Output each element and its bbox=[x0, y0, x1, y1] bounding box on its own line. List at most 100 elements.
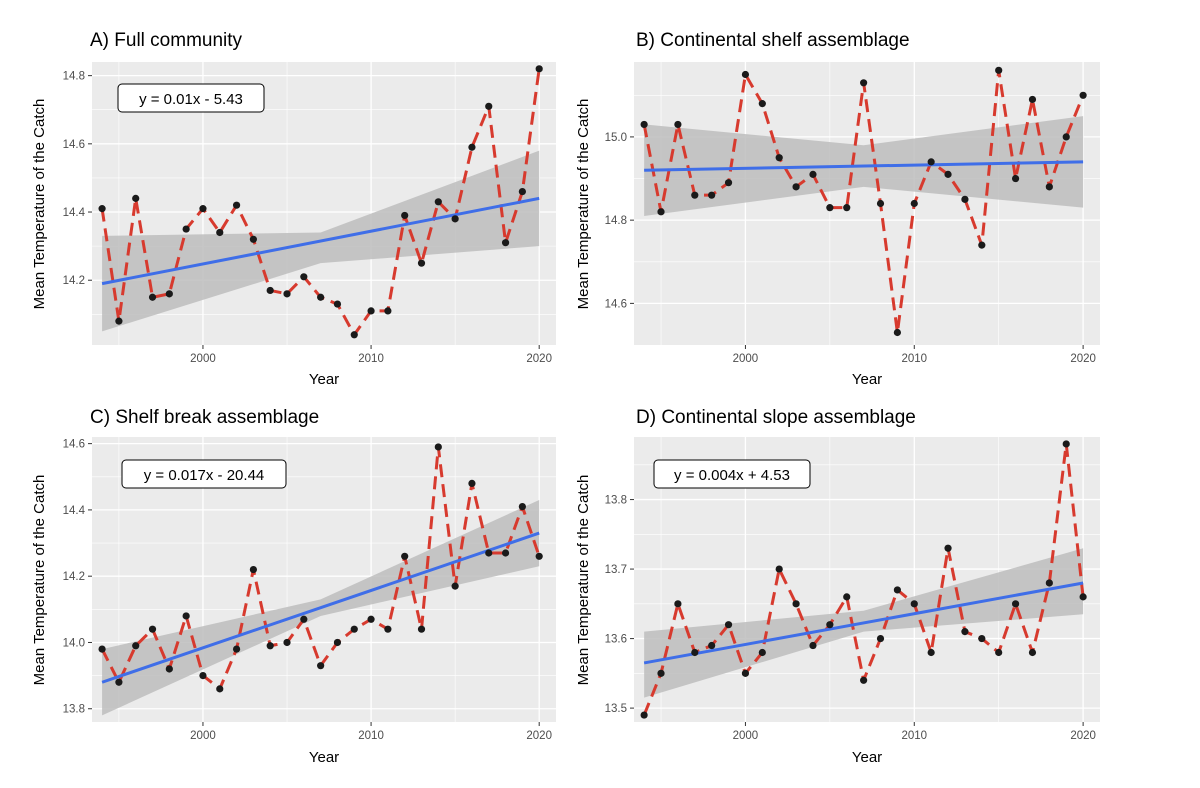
panel-d: D) Continental slope assemblage Year Mea… bbox=[575, 407, 1100, 766]
data-point bbox=[535, 65, 543, 73]
data-point bbox=[367, 307, 375, 315]
y-tick-label: 13.5 bbox=[605, 703, 627, 715]
data-point bbox=[283, 638, 291, 647]
data-point bbox=[927, 648, 935, 657]
data-point bbox=[910, 600, 918, 608]
data-point bbox=[826, 204, 834, 212]
panel-a-equation: y = 0.01x - 5.43 bbox=[139, 91, 243, 108]
data-point bbox=[961, 195, 969, 203]
panel-b-ylabel: Mean Temperature of the Catch bbox=[575, 99, 592, 310]
data-point bbox=[910, 199, 918, 208]
data-point bbox=[775, 154, 783, 162]
data-point bbox=[249, 565, 257, 574]
panel-c-equation: y = 0.017x - 20.44 bbox=[144, 467, 265, 484]
data-point bbox=[132, 642, 140, 650]
panel-d-equation-box: y = 0.004x + 4.53 bbox=[653, 459, 811, 489]
data-point bbox=[434, 443, 442, 451]
panel-c-equation-box: y = 0.017x - 20.44 bbox=[121, 459, 287, 489]
data-point bbox=[708, 191, 716, 199]
data-point bbox=[199, 205, 207, 213]
data-point bbox=[860, 79, 868, 87]
data-point bbox=[434, 198, 442, 206]
x-tick-label: 2000 bbox=[190, 730, 216, 742]
data-point bbox=[724, 179, 733, 187]
y-tick-label: 14.6 bbox=[605, 298, 627, 310]
data-point bbox=[1045, 579, 1053, 587]
data-point bbox=[657, 669, 665, 677]
data-point bbox=[367, 615, 375, 623]
data-point bbox=[1062, 133, 1070, 141]
data-point bbox=[995, 66, 1003, 74]
data-point bbox=[691, 648, 699, 657]
data-point bbox=[741, 669, 750, 677]
data-point bbox=[978, 241, 986, 249]
data-point bbox=[501, 239, 510, 247]
data-point bbox=[758, 100, 766, 108]
y-tick-label: 14.2 bbox=[63, 275, 85, 287]
data-point bbox=[98, 645, 106, 653]
data-point bbox=[1062, 440, 1070, 448]
data-point bbox=[792, 183, 800, 191]
data-point bbox=[417, 625, 426, 633]
y-tick-label: 14.2 bbox=[63, 571, 85, 583]
data-point bbox=[1079, 91, 1087, 99]
data-point bbox=[792, 600, 800, 608]
trend-line bbox=[101, 531, 540, 684]
panel-a-equation-box: y = 0.01x - 5.43 bbox=[117, 83, 265, 113]
data-point bbox=[115, 317, 123, 325]
data-point bbox=[995, 648, 1003, 657]
x-tick-label: 2010 bbox=[358, 730, 384, 742]
data-point bbox=[674, 600, 682, 608]
data-point bbox=[485, 102, 493, 110]
y-tick-label: 14.8 bbox=[605, 215, 627, 227]
data-point bbox=[860, 676, 868, 684]
data-point bbox=[1079, 593, 1087, 601]
data-point bbox=[978, 634, 986, 643]
data-point bbox=[893, 586, 901, 594]
data-point bbox=[417, 259, 426, 267]
data-point bbox=[691, 191, 699, 199]
panel-b-title: B) Continental shelf assemblage bbox=[636, 30, 910, 51]
data-point bbox=[249, 235, 257, 243]
data-point bbox=[317, 662, 325, 670]
data-point bbox=[826, 621, 834, 629]
data-point bbox=[216, 685, 224, 693]
data-point bbox=[216, 228, 224, 237]
data-point bbox=[518, 502, 526, 511]
data-point bbox=[640, 711, 648, 719]
y-tick-label: 14.8 bbox=[63, 71, 85, 83]
data-point bbox=[944, 170, 952, 178]
data-point bbox=[468, 143, 476, 151]
data-point bbox=[485, 549, 493, 557]
panel-a-title: A) Full community bbox=[90, 30, 243, 51]
panel-a-xlabel: Year bbox=[309, 371, 339, 388]
panel-c: C) Shelf break assemblage Year Mean Temp… bbox=[31, 407, 556, 766]
data-point bbox=[518, 187, 526, 196]
data-point bbox=[657, 208, 665, 216]
panel-c-title: C) Shelf break assemblage bbox=[90, 407, 319, 428]
data-point bbox=[182, 225, 190, 233]
data-point bbox=[927, 158, 935, 166]
panel-a-ylabel: Mean Temperature of the Catch bbox=[31, 99, 48, 310]
panel-d-ylabel: Mean Temperature of the Catch bbox=[575, 475, 592, 686]
y-tick-label: 14.4 bbox=[63, 505, 86, 517]
y-tick-label: 13.8 bbox=[605, 495, 627, 507]
data-point bbox=[232, 201, 241, 209]
data-point bbox=[401, 552, 409, 560]
data-point bbox=[708, 641, 716, 650]
x-tick-label: 2020 bbox=[1070, 730, 1096, 742]
y-tick-label: 13.8 bbox=[63, 704, 85, 716]
data-point bbox=[809, 641, 817, 650]
data-point bbox=[451, 582, 459, 590]
x-tick-label: 2000 bbox=[190, 353, 216, 365]
data-point bbox=[640, 120, 648, 129]
data-point bbox=[350, 331, 358, 339]
data-point bbox=[132, 194, 140, 202]
data-point bbox=[115, 678, 123, 686]
panel-d-title: D) Continental slope assemblage bbox=[636, 407, 916, 428]
panel-d-equation: y = 0.004x + 4.53 bbox=[674, 467, 790, 484]
data-point bbox=[535, 552, 543, 560]
y-tick-label: 14.4 bbox=[63, 207, 86, 219]
data-point bbox=[300, 615, 308, 623]
